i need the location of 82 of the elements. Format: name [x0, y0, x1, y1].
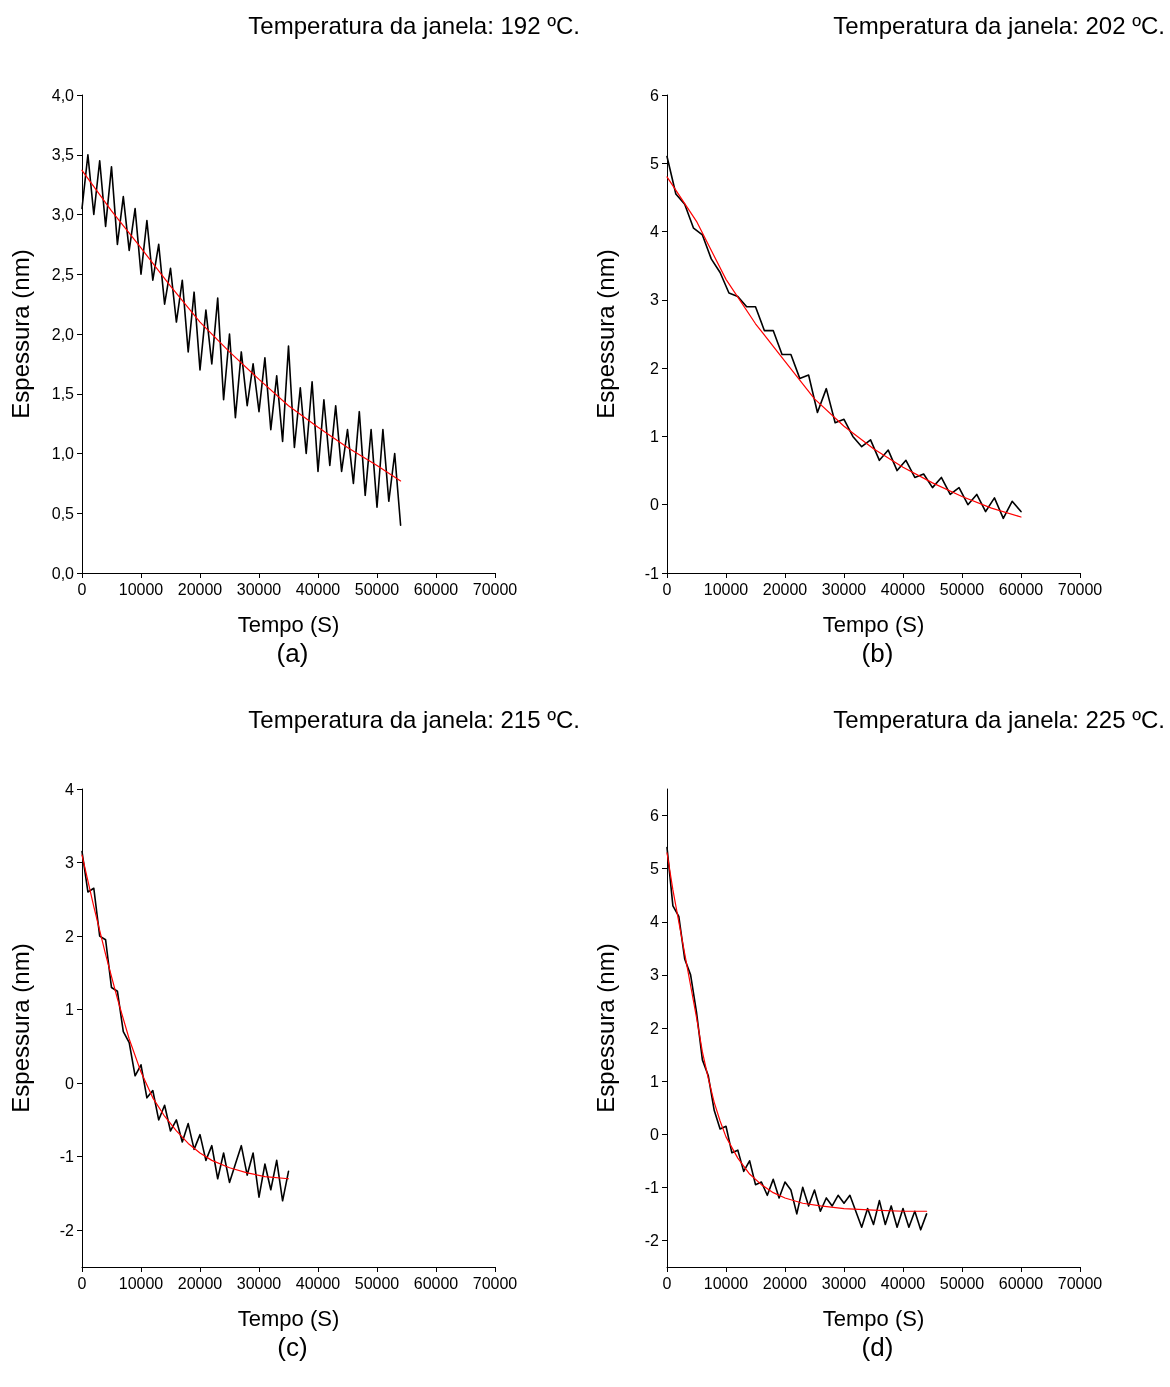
x-tick-label: 70000 — [1057, 1274, 1103, 1291]
x-tick-label: 0 — [662, 1274, 672, 1291]
x-axis-title: Tempo (S) — [237, 1305, 340, 1330]
y-tick-label: 6 — [650, 806, 660, 824]
x-axis-title: Tempo (S) — [822, 611, 925, 637]
y-tick-label: 6 — [650, 86, 660, 104]
x-tick-label: 40000 — [295, 1274, 341, 1291]
x-tick-label: 0 — [77, 580, 87, 598]
y-tick-label: 0,0 — [51, 564, 75, 582]
x-tick-label: 60000 — [998, 580, 1044, 598]
text: (d) — [861, 1331, 894, 1362]
chart-title: Temperatura da janela: 225 ºC. — [833, 705, 1165, 732]
x-tick-label: 10000 — [703, 1274, 749, 1291]
y-tick-label: 0 — [650, 1125, 660, 1143]
y-axis-title: Espessura (nm) — [591, 249, 619, 419]
x-tick-label: 0 — [77, 1274, 87, 1291]
x-tick-label: 20000 — [762, 1274, 808, 1291]
y-tick-label: 1 — [65, 1000, 75, 1018]
x-tick-label: 50000 — [939, 580, 985, 598]
x-tick-label: 20000 — [762, 580, 808, 598]
y-tick-label: 0 — [650, 496, 660, 514]
x-tick-label: 30000 — [236, 1274, 282, 1291]
y-tick-label: 3,0 — [51, 206, 75, 223]
y-tick-label: 1 — [650, 1072, 660, 1090]
y-tick-label: 1,0 — [51, 445, 75, 462]
x-tick-label: 10000 — [118, 1274, 164, 1291]
chart-title: Temperatura da janela: 192 ºC. — [248, 11, 580, 39]
x-tick-label: 40000 — [295, 580, 341, 598]
x-tick-label: 30000 — [821, 1274, 867, 1291]
x-tick-label: 70000 — [472, 580, 518, 598]
y-tick-label: 4 — [65, 780, 75, 797]
y-tick-label: 3 — [65, 853, 75, 871]
x-axis-title: Tempo (S) — [822, 1305, 925, 1330]
x-axis-title: Tempo (S) — [237, 611, 340, 637]
y-tick-label: 2,5 — [51, 265, 75, 283]
text: (b) — [861, 638, 894, 668]
x-tick-label: 60000 — [413, 1274, 459, 1291]
y-tick-label: 5 — [650, 859, 660, 877]
x-tick-label: 60000 — [998, 1274, 1044, 1291]
y-tick-label: -2 — [59, 1221, 75, 1239]
x-tick-label: 40000 — [880, 580, 926, 598]
x-tick-label: 50000 — [354, 1274, 400, 1291]
y-tick-label: 3 — [650, 291, 660, 309]
x-tick-label: 20000 — [177, 1274, 223, 1291]
y-tick-label: 2 — [650, 359, 660, 377]
y-tick-label: 0 — [65, 1074, 75, 1092]
chart-title: Temperatura da janela: 215 ºC. — [248, 705, 580, 732]
y-tick-label: 4,0 — [51, 86, 75, 104]
chart-title: Temperatura da janela: 202 ºC. — [833, 11, 1165, 39]
y-tick-label: 3,5 — [51, 146, 75, 164]
text: (c) — [277, 1331, 308, 1362]
y-tick-label: -2 — [644, 1231, 660, 1249]
x-tick-label: 30000 — [821, 580, 867, 598]
x-tick-label: 20000 — [177, 580, 223, 598]
x-tick-label: 50000 — [354, 580, 400, 598]
y-tick-label: 3 — [650, 965, 660, 983]
y-axis-title: Espessura (nm) — [6, 249, 34, 419]
y-tick-label: 4 — [650, 912, 660, 930]
y-tick-label: -1 — [59, 1147, 75, 1165]
y-tick-label: 0,5 — [51, 504, 75, 522]
x-tick-label: 50000 — [939, 1274, 985, 1291]
x-tick-label: 10000 — [703, 580, 749, 598]
x-tick-label: 10000 — [118, 580, 164, 598]
y-tick-label: 2,0 — [51, 325, 75, 343]
y-axis-title: Espessura (nm) — [591, 942, 619, 1113]
x-tick-label: 70000 — [472, 1274, 518, 1291]
y-axis-title: Espessura (nm) — [6, 942, 34, 1113]
y-tick-label: 5 — [650, 154, 660, 172]
y-tick-label: 2 — [65, 927, 75, 945]
line-series — [81, 169, 402, 482]
y-tick-label: 1 — [650, 427, 660, 445]
y-tick-label: -1 — [644, 1178, 660, 1196]
x-tick-label: 0 — [662, 580, 672, 598]
y-tick-label: -1 — [644, 564, 660, 582]
x-tick-label: 60000 — [413, 580, 459, 598]
text: (a) — [276, 638, 309, 668]
x-tick-label: 70000 — [1057, 580, 1103, 598]
y-tick-label: 4 — [650, 223, 660, 241]
y-tick-label: 1,5 — [51, 385, 75, 403]
y-tick-label: 2 — [650, 1019, 660, 1036]
x-tick-label: 40000 — [880, 1274, 926, 1291]
x-tick-label: 30000 — [236, 580, 282, 598]
